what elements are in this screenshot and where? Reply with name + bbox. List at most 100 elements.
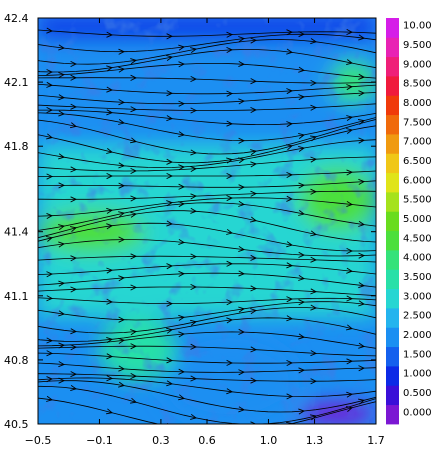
y-tick-label: 41.8 [4,140,29,153]
streamline-arrow [46,212,54,219]
colorbar-swatch [386,172,399,193]
streamline-arrow [238,328,246,335]
x-tick-label: 1.3 [306,434,324,447]
streamline-arrow [106,336,114,343]
streamline-arrow [310,38,318,45]
streamline [38,63,376,79]
colorbar-label: 5.000 [403,214,432,225]
streamline-arrow [226,299,234,306]
x-tick-label: 0.6 [198,434,216,447]
streamline-arrow [166,172,174,180]
streamline-arrow [286,144,293,151]
colorbar-label: 5.500 [403,195,432,206]
streamline-arrow [310,304,318,311]
streamline [38,29,376,37]
streamline-arrow [190,107,198,114]
streamline-arrow [226,359,234,366]
streamline-arrow [226,260,234,267]
streamline-arrow [238,184,246,191]
streamline [38,377,376,398]
streamline [38,385,376,424]
streamline-arrow [58,342,66,349]
streamline [38,380,376,413]
streamline-arrow [106,109,114,116]
streamline-arrow [46,173,54,180]
streamline-arrow [130,284,138,291]
streamline-arrow [118,162,126,169]
streamline-arrow [298,251,306,258]
streamline [38,331,376,349]
streamline-arrow [346,59,354,66]
streamline-arrow [58,241,66,248]
streamline-arrow [118,316,126,323]
streamline-arrow [346,295,354,302]
streamline-arrow [106,172,114,180]
streamline-arrow [118,99,126,106]
streamline [38,112,376,142]
colorbar-swatch [386,211,399,232]
colorbar-label: 0.500 [403,388,432,399]
streamline-arrow [226,172,234,180]
streamline-arrow [190,283,198,291]
streamline-arrow [70,344,78,351]
streamline-arrow [46,295,54,302]
streamline [38,92,376,105]
streamline-arrow [298,367,306,374]
streamline-arrow [346,169,354,176]
colorbar-swatch [386,76,399,96]
streamline-arrow [178,164,186,171]
streamline-arrow [190,207,198,214]
colorbar-swatch [386,134,399,154]
streamline-arrow [226,46,234,53]
streamline-arrow [310,256,318,263]
streamline [38,272,376,288]
streamline [38,170,376,178]
streamline-arrow [190,165,198,172]
streamline-arrow [250,285,258,292]
streamline-arrow [298,275,306,281]
streamline-arrow [286,48,294,55]
streamline [38,255,376,263]
streamline-arrow [58,110,66,117]
streamline-arrow [118,381,126,388]
colorbar-label: 3.000 [403,291,432,302]
streamline-arrow [346,201,354,208]
streamline-arrow [286,88,294,95]
streamline-arrow [286,121,294,128]
colorbar-label: 7.500 [403,117,432,128]
streamline-arrow [58,71,66,78]
streamline-arrow [310,350,318,357]
streamline-arrow [106,65,114,72]
streamline-arrow [178,314,186,321]
streamline-arrow [70,166,78,173]
streamline-arrow [118,236,126,243]
colorbar-swatch [386,153,399,174]
x-tick-label: 0.3 [152,434,170,447]
colorbar-swatch [386,192,399,212]
streamline-arrow [298,66,306,73]
streamline-arrow [346,324,354,331]
colorbar-label: 6.500 [403,156,432,167]
colorbar-swatch [386,346,399,367]
colorbar-label: 1.000 [403,369,432,380]
streamline-arrow [106,223,114,230]
streamline-arrow [250,346,258,353]
streamline [38,190,376,200]
streamline-arrow [238,406,246,413]
colorbar-swatch [386,95,399,116]
colorbar-swatch [386,269,399,290]
streamline-arrow [178,239,186,246]
streamline-arrow [190,375,198,382]
streamline [38,139,376,169]
streamline-arrow [310,156,318,163]
streamline [38,301,376,321]
colorbar-legend: 0.000 0.500 1.000 1.500 2.000 2.500 3.000 3.500… [386,18,432,425]
colorbar-swatch [386,37,399,58]
streamline [38,307,376,334]
streamline-arrow [286,315,294,322]
streamline [38,49,376,73]
streamline-arrow [346,84,354,91]
colorbar-swatch [386,404,399,425]
streamline-arrow [166,115,174,122]
streamline-arrow [70,286,78,293]
